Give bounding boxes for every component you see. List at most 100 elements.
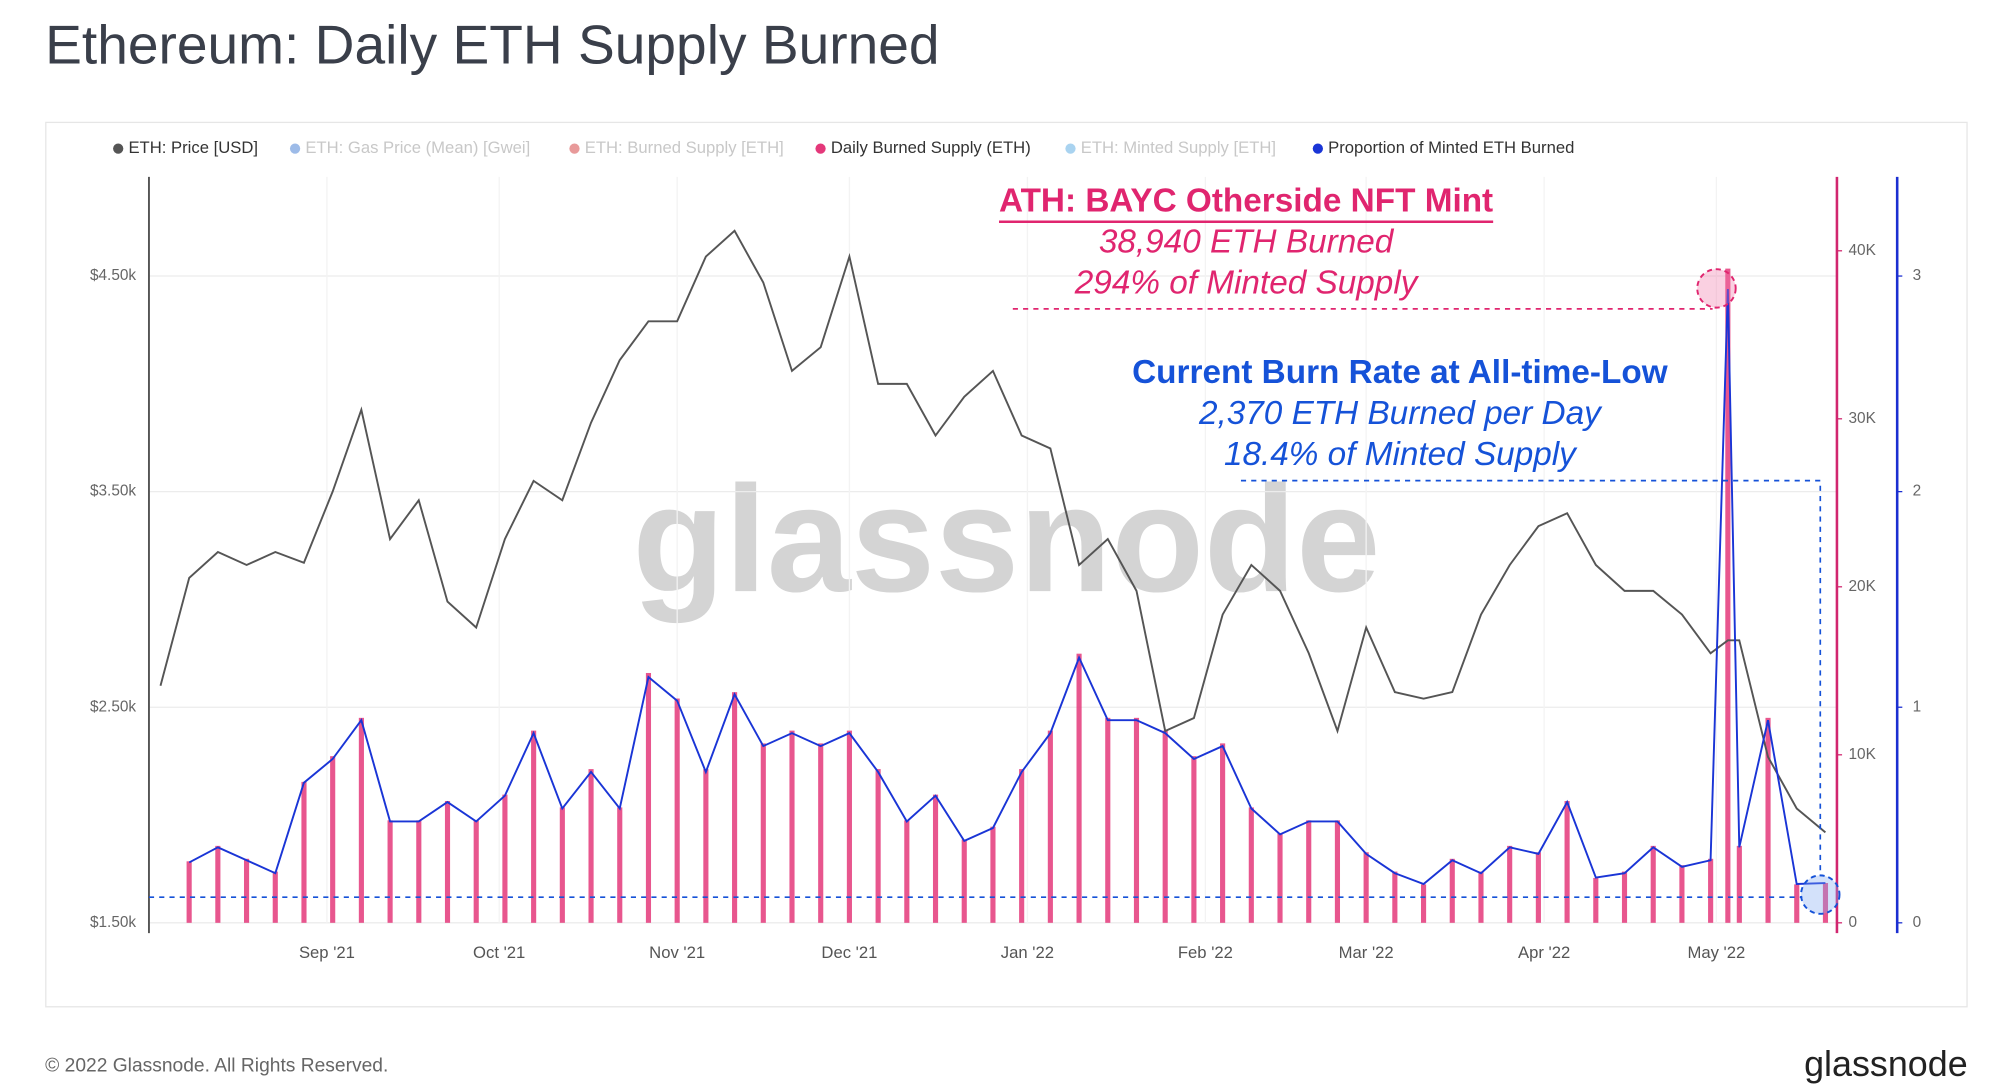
x-tick-label: Sep '21	[299, 943, 355, 962]
bar	[932, 794, 939, 923]
x-tick-label: Oct '21	[473, 943, 525, 962]
legend-label: ETH: Burned Supply [ETH]	[585, 138, 784, 157]
highlight	[1696, 268, 1737, 309]
x-tick-label: Dec '21	[821, 943, 877, 962]
line	[188, 288, 1826, 886]
y-tick-label: $2.50k	[90, 698, 136, 715]
bar	[215, 845, 221, 923]
legend-swatch	[289, 143, 301, 154]
bar	[1449, 858, 1455, 923]
legend-label: Proportion of Minted ETH Burned	[1328, 138, 1574, 157]
x-tick-label: Apr '22	[1518, 943, 1570, 962]
x-tick-label: Feb '22	[1178, 943, 1233, 962]
bar	[904, 820, 910, 923]
y2-tick-label: 40K	[1848, 242, 1876, 259]
y2-tick-label: 0	[1848, 914, 1857, 931]
bar	[1794, 884, 1800, 923]
bar	[358, 717, 364, 923]
annotation: 18.4% of Minted Supply	[1224, 436, 1578, 473]
guide	[1240, 479, 1822, 875]
bar	[990, 826, 996, 923]
bar	[1478, 871, 1484, 923]
bar	[1679, 865, 1685, 923]
bar	[1191, 756, 1197, 923]
legend-label: Daily Burned Supply (ETH)	[831, 138, 1031, 157]
bar	[1306, 820, 1312, 923]
x-tick-label: Jan '22	[1001, 943, 1054, 962]
chart-frame	[45, 121, 1968, 1008]
legend-label: ETH: Minted Supply [ETH]	[1081, 138, 1276, 157]
annotation: Current Burn Rate at All-time-Low	[1132, 354, 1668, 391]
y2-tick-label: 10K	[1848, 746, 1876, 763]
y-tick-label: $4.50k	[90, 267, 136, 284]
y3-tick-label: 3	[1913, 267, 1922, 284]
bar	[1220, 743, 1226, 923]
bar	[416, 820, 422, 923]
bar	[1047, 730, 1053, 923]
annotation: 2,370 ETH Burned per Day	[1198, 395, 1603, 432]
legend-label: ETH: Price [USD]	[128, 138, 258, 157]
plot: $1.50k $2.50k $3.50k $4.50k Sep '21 Oct '21 No…	[90, 138, 1921, 962]
bar	[1162, 730, 1168, 923]
bar	[1248, 807, 1254, 923]
bar	[1334, 820, 1341, 923]
line	[159, 229, 1827, 834]
bar	[961, 839, 967, 923]
bar	[330, 756, 336, 923]
bar	[186, 861, 192, 923]
y2-tick-label: 20K	[1848, 578, 1876, 595]
bar	[846, 730, 852, 923]
bar	[1420, 884, 1427, 923]
legend-swatch	[569, 143, 580, 154]
legend-swatch	[1065, 143, 1076, 154]
y2-tick-label: 30K	[1848, 410, 1876, 427]
bar	[617, 807, 623, 923]
bar	[1822, 882, 1829, 923]
bar	[1765, 717, 1771, 923]
bar	[502, 794, 508, 923]
bar	[1725, 268, 1731, 923]
bar	[1507, 845, 1513, 923]
bar	[473, 820, 479, 923]
bar	[588, 769, 594, 923]
bar	[732, 692, 738, 923]
bar	[1076, 653, 1082, 923]
legend-swatch	[113, 143, 124, 154]
bar	[1593, 877, 1599, 923]
watermark: glassnode	[632, 455, 1380, 624]
bar	[243, 858, 250, 923]
bar	[1105, 717, 1111, 923]
bar	[387, 820, 393, 923]
annotation: 38,940 ETH Burned	[1099, 223, 1395, 260]
bar	[1621, 871, 1628, 923]
x-tick-label: May '22	[1687, 943, 1745, 962]
y3-tick-label: 1	[1913, 698, 1922, 715]
logo: glassnode	[1804, 1044, 1968, 1084]
bar	[674, 698, 680, 923]
bar	[1392, 871, 1398, 923]
bar	[444, 801, 451, 923]
y-tick-label: $3.50k	[90, 483, 136, 500]
bar	[789, 730, 795, 923]
bar	[1708, 858, 1714, 923]
bar	[301, 781, 307, 923]
bar	[760, 743, 766, 923]
bar	[1133, 717, 1140, 923]
y3-tick-label: 0	[1913, 914, 1922, 931]
bar	[1535, 852, 1541, 923]
annotation: ATH: BAYC Otherside NFT Mint	[999, 182, 1493, 219]
bar	[1736, 845, 1742, 923]
bar	[531, 730, 537, 923]
bar	[1363, 852, 1369, 923]
y3-tick-label: 2	[1913, 483, 1922, 500]
bar	[1019, 769, 1025, 923]
legend-swatch	[815, 143, 826, 154]
footer: © 2022 Glassnode. All Rights Reserved.	[45, 1055, 388, 1076]
annotation: 294% of Minted Supply	[1074, 264, 1420, 301]
bar	[875, 769, 881, 923]
x-tick-label: Mar '22	[1339, 943, 1394, 962]
bar	[1277, 833, 1283, 923]
bar	[1650, 845, 1656, 923]
highlight	[1800, 874, 1841, 915]
